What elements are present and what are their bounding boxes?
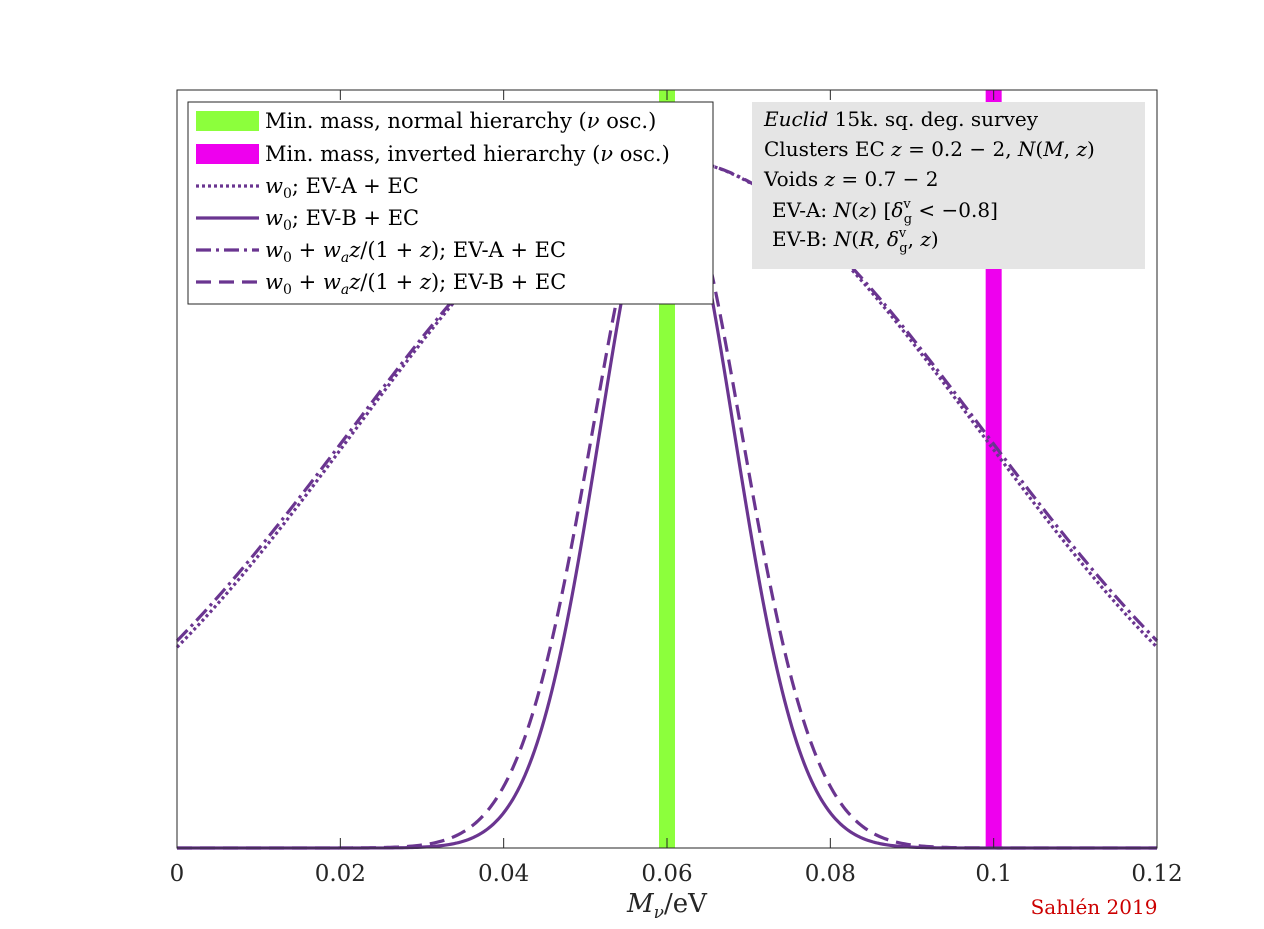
annotation-line-3: Voids z = 0.7 − 2 bbox=[763, 167, 939, 191]
x-tick-label: 0.06 bbox=[641, 861, 692, 887]
x-tick-label: 0 bbox=[170, 861, 185, 887]
legend-label-inverted-hierarchy: Min. mass, inverted hierarchy (ν osc.) bbox=[265, 142, 670, 166]
x-axis-ticks: 0 0.02 0.04 0.06 0.08 0.1 0.12 bbox=[170, 90, 1183, 887]
x-tick-label: 0.04 bbox=[478, 861, 529, 887]
legend-samples bbox=[196, 111, 259, 284]
legend-label-w0wa-eva: w0 + waz/(1 + z); EV-A + EC bbox=[265, 238, 566, 266]
legend-swatch-min-mass-inverted-hierarchy-osc bbox=[196, 144, 259, 164]
x-tick-label: 0.1 bbox=[975, 861, 1012, 887]
legend-label-w0-evb: w0; EV-B + EC bbox=[265, 206, 419, 234]
x-tick-label: 0.02 bbox=[315, 861, 366, 887]
legend-label-w0wa-evb: w0 + waz/(1 + z); EV-B + EC bbox=[265, 270, 566, 298]
annotation-line-1: Euclid 15k. sq. deg. survey bbox=[763, 107, 1039, 131]
legend-box bbox=[187, 101, 714, 305]
legend-label-normal-hierarchy: Min. mass, normal hierarchy (ν osc.) bbox=[265, 109, 656, 133]
annotation-line-2: Clusters EC z = 0.2 − 2, N(M, z) bbox=[764, 137, 1095, 161]
band-min-mass-inverted-hierarchy-osc bbox=[985, 90, 1002, 848]
legend: Min. mass, normal hierarchy (ν osc.) Min… bbox=[187, 101, 714, 305]
legend-swatch-min-mass-normal-hierarchy-osc bbox=[196, 111, 259, 131]
survey-annotation: Euclid 15k. sq. deg. survey Clusters EC … bbox=[752, 102, 1145, 269]
credit-label: Sahlén 2019 bbox=[1031, 895, 1158, 919]
series-line-w0-ev-a-ec bbox=[175, 157, 1159, 649]
x-axis-label: Mν/eV bbox=[626, 889, 708, 923]
legend-label-w0-eva: w0; EV-A + EC bbox=[265, 174, 419, 202]
x-tick-label: 0.08 bbox=[805, 861, 856, 887]
x-tick-label: 0.12 bbox=[1131, 861, 1182, 887]
annotation-box bbox=[752, 102, 1145, 269]
